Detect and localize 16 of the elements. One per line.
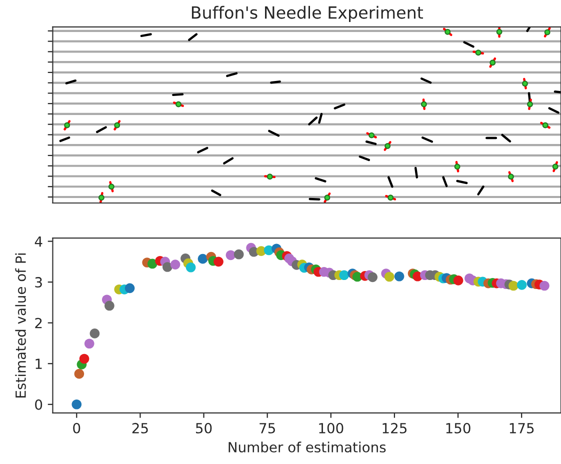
x-tick-label: 125 <box>382 422 406 434</box>
x-tick-label: 150 <box>446 422 470 434</box>
y-tick-label: 3 <box>35 277 42 288</box>
x-tick-label: 25 <box>132 422 148 434</box>
x-tick-label: 0 <box>73 422 80 434</box>
text: Buffon's Needle Experiment <box>192 6 424 22</box>
x-axis-title: Number of estimations <box>228 442 386 452</box>
y-axis-title: Estimated value of Pi <box>15 253 26 398</box>
x-tick-label: 75 <box>260 423 275 434</box>
y-tick-label: 4 <box>34 236 42 247</box>
x-tick-label: 100 <box>319 422 344 434</box>
x-tick-label: 50 <box>196 422 212 434</box>
y-tick-label: 2 <box>35 318 42 328</box>
y-tick-label: 0 <box>35 399 42 410</box>
x-tick-label: 175 <box>510 423 534 434</box>
y-tick-label: 1 <box>36 358 42 369</box>
